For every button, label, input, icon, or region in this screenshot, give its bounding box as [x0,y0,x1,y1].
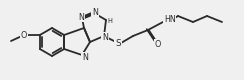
Text: N: N [82,52,88,62]
Text: N: N [102,32,108,42]
Text: N: N [92,8,98,16]
Text: O: O [155,40,161,48]
Text: N: N [78,12,84,22]
Text: HN: HN [164,14,176,24]
Text: O: O [21,30,27,40]
Text: S: S [115,38,121,48]
Text: H: H [108,18,112,24]
